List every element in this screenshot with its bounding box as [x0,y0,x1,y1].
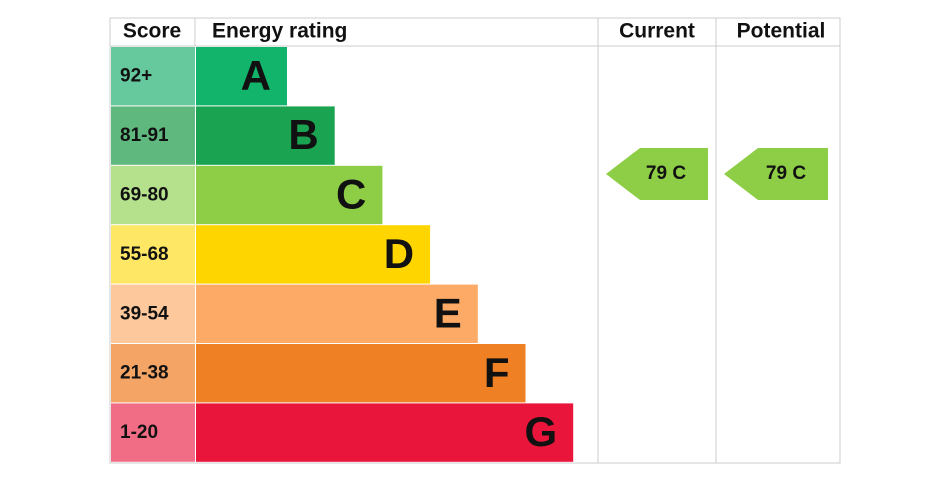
rating-letter: B [288,111,318,158]
rating-letter: A [241,52,271,99]
score-label: 1-20 [120,422,158,443]
score-cell [111,47,195,106]
score-cell [111,284,195,343]
rating-bar [196,47,287,106]
score-label: 69-80 [120,185,169,206]
rating-letter: G [525,408,558,455]
rating-letter: D [384,230,414,277]
rating-bar [196,403,574,462]
score-cell [111,403,195,462]
current-rating: 79 C [646,163,686,184]
rating-letter: F [484,349,510,396]
score-cell [111,225,195,284]
rating-bar [196,106,335,165]
rating-letter: C [336,171,366,218]
score-cell [111,165,195,225]
score-label: 92+ [120,66,152,87]
score-cell [111,106,195,165]
rating-bar [196,344,526,403]
rating-bar [196,225,431,284]
score-cell [111,344,195,403]
current-arrow [606,148,708,200]
potential-arrow [724,148,828,200]
score-label: 39-54 [120,303,169,324]
rating-rows: 92+ A 81-91 B 69-80 C 55-68 D 39-54 E 21-38 F 1-20 G [111,47,574,462]
score-label: 81-91 [120,125,169,146]
header-current: Current [619,20,695,43]
header-potential: Potential [737,20,826,43]
rating-letter: E [434,289,462,336]
score-label: 55-68 [120,244,169,265]
rating-bar [196,284,478,343]
score-label: 21-38 [120,363,169,384]
header-score: Score [123,20,181,43]
header-energy-rating: Energy rating [212,20,347,43]
potential-rating: 79 C [766,163,806,184]
rating-bar [196,165,383,225]
